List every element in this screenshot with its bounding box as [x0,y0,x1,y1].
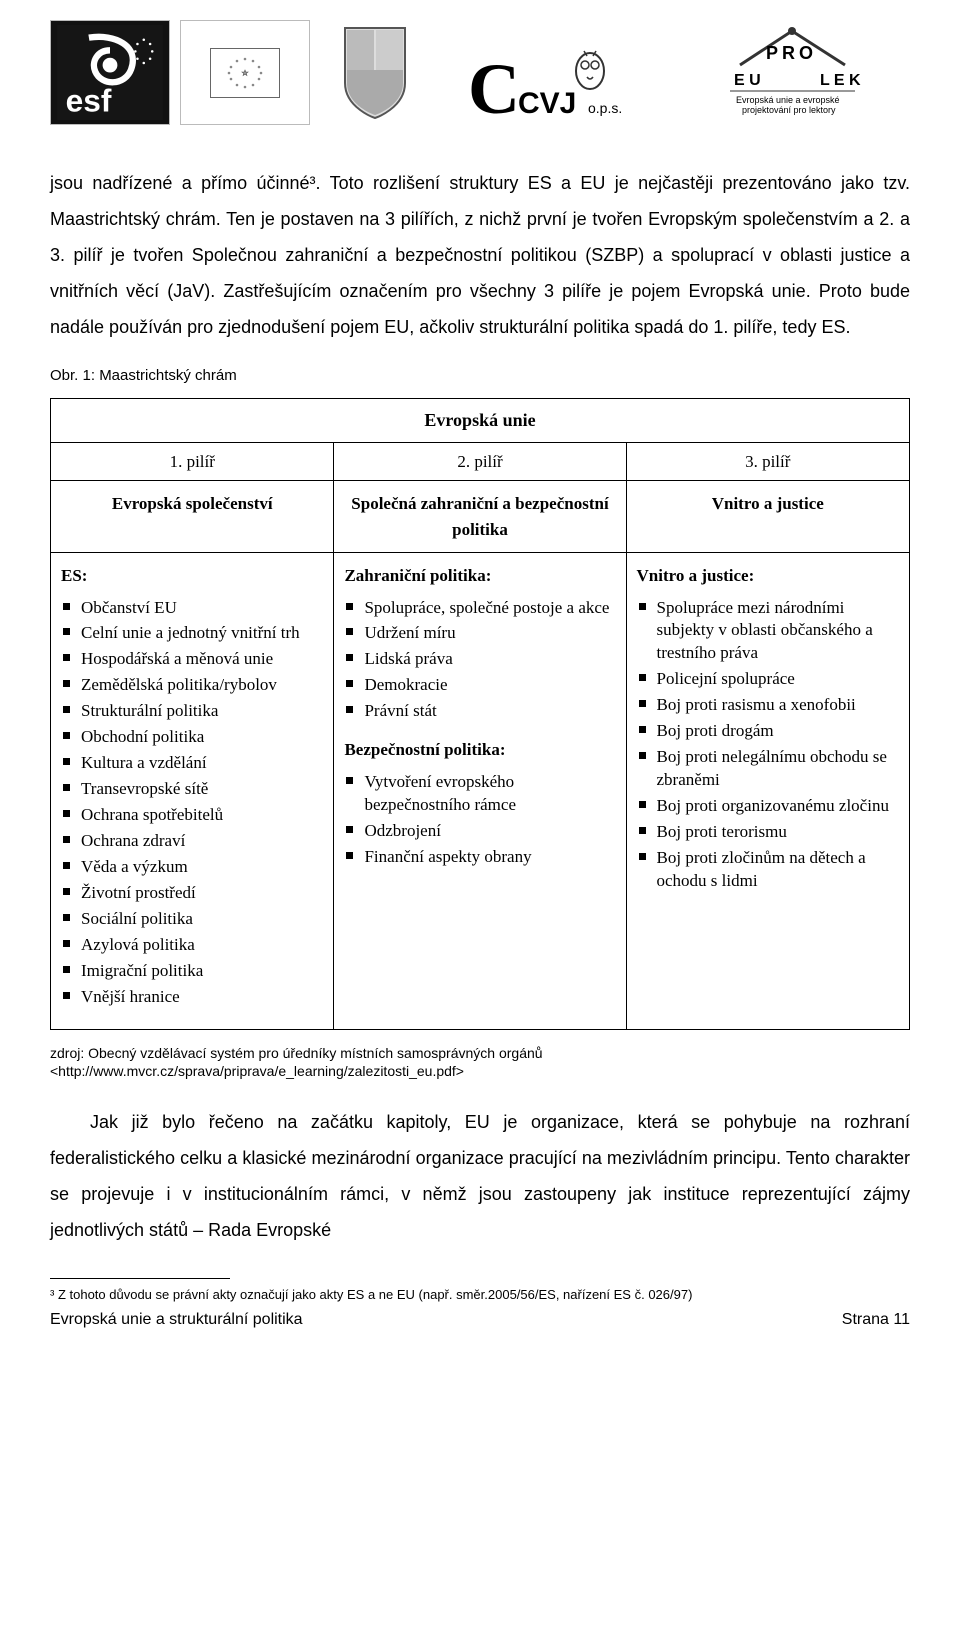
table-title-cell: Evropská unie [51,398,910,442]
list-item: Hospodářská a měnová unie [61,648,323,671]
list-item: Boj proti nelegálnímu obchodu se zbraněm… [637,746,899,792]
body-paragraph-2: Jak již bylo řečeno na začátku kapitoly,… [50,1104,910,1248]
list-item: Kultura a vzdělání [61,752,323,775]
list-item: Věda a výzkum [61,856,323,879]
source-line-1: zdroj: Obecný vzdělávací systém pro úřed… [50,1045,543,1061]
list-item: Odzbrojení [344,820,615,843]
list-item: Ochrana zdraví [61,830,323,853]
list-item: Transevropské sítě [61,778,323,801]
pillar-name-1: Evropská společenství [51,481,334,553]
list-item: Vytvoření evropského bezpečnostního rámc… [344,771,615,817]
pillar-label-1: 1. pilíř [51,442,334,481]
list-item: Boj proti rasismu a xenofobii [637,694,899,717]
svg-text:PRO: PRO [766,43,817,63]
eu-stars-box [210,48,280,98]
logo-coat-of-arms [320,20,430,125]
svg-text:projektování pro lektory: projektování pro lektory [742,105,836,115]
list-item: Boj proti zločinům na dětech a ochodu s … [637,847,899,893]
list-item: Boj proti organizovanému zločinu [637,795,899,818]
list-item: Životní prostředí [61,882,323,905]
list-item: Vnější hranice [61,986,323,1009]
logo-esf: esf [50,20,170,125]
list-item: Spolupráce mezi národními subjekty v obl… [637,597,899,666]
pillar-name-3: Vnitro a justice [626,481,909,553]
pillar-label-3: 3. pilíř [626,442,909,481]
list-item: Právní stát [344,700,615,723]
pillar-name-row: Evropská společenství Společná zahraničn… [51,481,910,553]
table-title-row: Evropská unie [51,398,910,442]
list-item: Imigrační politika [61,960,323,983]
list-item: Lidská práva [344,648,615,671]
col1-head: ES: [61,563,323,589]
list-item: Policejní spolupráce [637,668,899,691]
pillar-body-1: ES: Občanství EUCelní unie a jednotný vn… [51,553,334,1030]
footer-left: Evropská unie a strukturální politika [50,1308,303,1332]
list-item: Demokracie [344,674,615,697]
col3-list: Spolupráce mezi národními subjekty v obl… [637,597,899,893]
source-line-2: <http://www.mvcr.cz/sprava/priprava/e_le… [50,1063,464,1079]
figure-caption: Obr. 1: Maastrichtský chrám [50,365,910,388]
list-item: Obchodní politika [61,726,323,749]
page-footer: Evropská unie a strukturální politika St… [50,1308,910,1332]
pillar-body-row: ES: Občanství EUCelní unie a jednotný vn… [51,553,910,1030]
pillar-name-2: Společná zahraniční a bezpečnostní polit… [334,481,626,553]
list-item: Boj proti drogám [637,720,899,743]
logo-row: esf [50,20,910,125]
col2-list2: Vytvoření evropského bezpečnostního rámc… [344,771,615,869]
list-item: Strukturální politika [61,700,323,723]
svg-text:CVJ: CVJ [518,87,576,120]
footnote-separator [50,1278,230,1279]
list-item: Spolupráce, společné postoje a akce [344,597,615,620]
list-item: Sociální politika [61,908,323,931]
pillar-label-row: 1. pilíř 2. pilíř 3. pilíř [51,442,910,481]
svg-text:C: C [468,49,520,125]
col2-head2: Bezpečnostní politika: [344,737,615,763]
pillar-body-2: Zahraniční politika: Spolupráce, společn… [334,553,626,1030]
col2-list1: Spolupráce, společné postoje a akceUdrže… [344,597,615,724]
list-item: Ochrana spotřebitelů [61,804,323,827]
footer-right: Strana 11 [842,1308,910,1332]
logo-cvj: C CVJ o.p.s. [440,20,680,125]
col2-head1: Zahraniční politika: [344,563,615,589]
list-item: Občanství EU [61,597,323,620]
svg-text:o.p.s.: o.p.s. [588,100,622,116]
footnote-3: ³ Z tohoto důvodu se právní akty označuj… [50,1285,910,1305]
logo-eu-flag [180,20,310,125]
svg-text:esf: esf [66,83,112,119]
pillar-label-2: 2. pilíř [334,442,626,481]
logo-prolek: PRO E U L E K Evropská unie a evropské p… [690,20,890,125]
list-item: Finanční aspekty obrany [344,846,615,869]
maastricht-table: Evropská unie 1. pilíř 2. pilíř 3. pilíř… [50,398,910,1030]
pillar-body-3: Vnitro a justice: Spolupráce mezi národn… [626,553,909,1030]
list-item: Boj proti terorismu [637,821,899,844]
svg-text:E U: E U [734,72,761,89]
list-item: Azylová politika [61,934,323,957]
col3-head: Vnitro a justice: [637,563,899,589]
list-item: Celní unie a jednotný vnitřní trh [61,622,323,645]
body-paragraph-1: jsou nadřízené a přímo účinné³. Toto roz… [50,165,910,345]
svg-text:Evropská unie a evropské: Evropská unie a evropské [736,95,840,105]
list-item: Udržení míru [344,622,615,645]
list-item: Zemědělská politika/rybolov [61,674,323,697]
svg-text:L E K: L E K [820,72,861,89]
col1-list: Občanství EUCelní unie a jednotný vnitřn… [61,597,323,1009]
figure-source: zdroj: Obecný vzdělávací systém pro úřed… [50,1044,910,1080]
